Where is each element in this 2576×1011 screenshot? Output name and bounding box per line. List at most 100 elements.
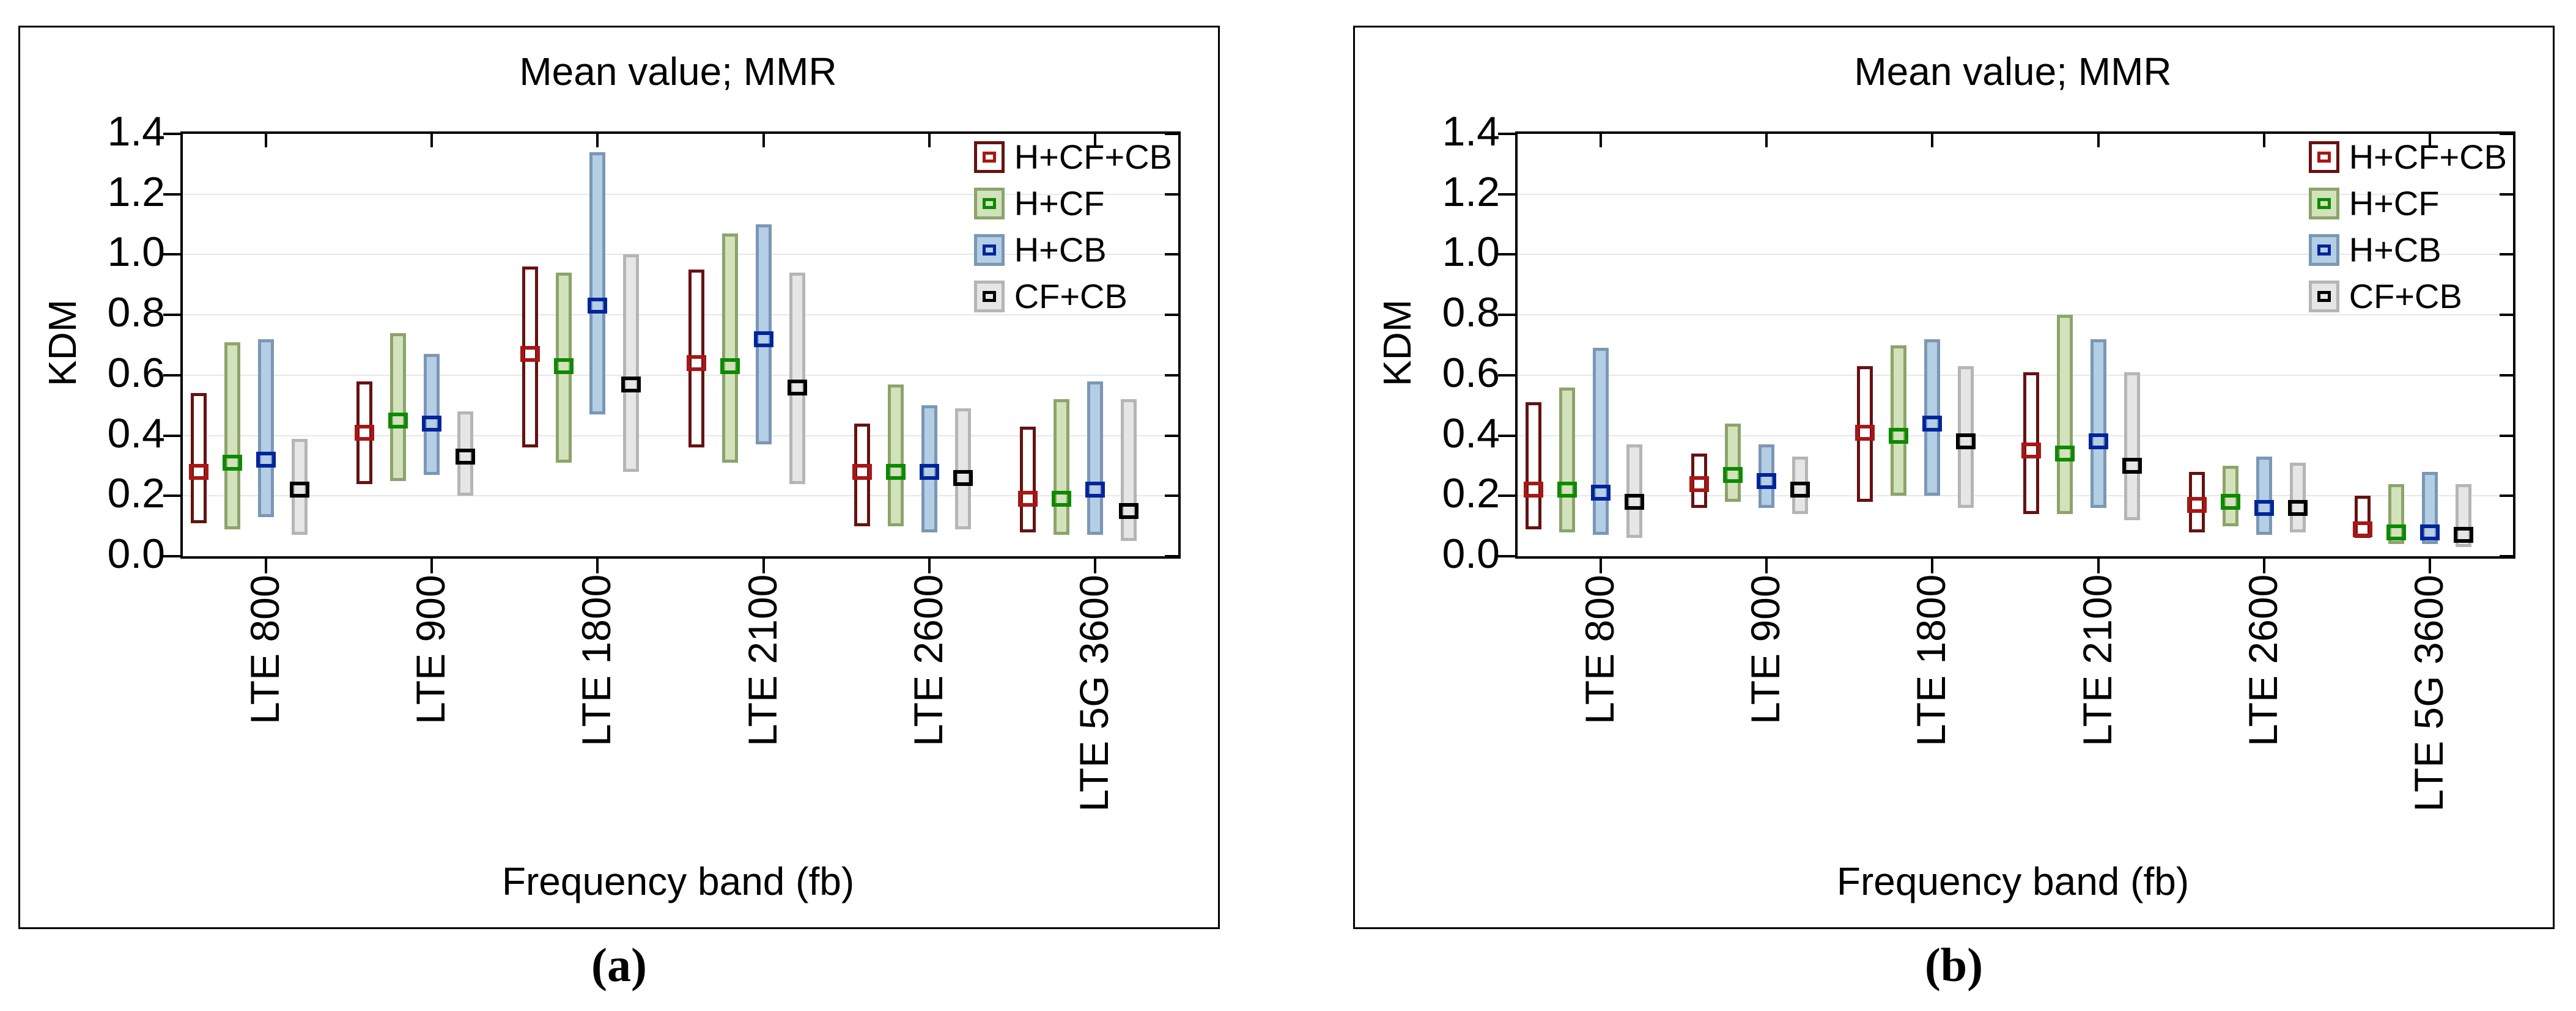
legend-swatch-icon — [973, 188, 1005, 219]
x-tick-label: LTE 800 — [1576, 575, 1622, 724]
mean-marker — [520, 346, 541, 362]
legend-label: H+CB — [1014, 230, 1107, 269]
mean-marker — [2054, 446, 2075, 462]
legend: H+CF+CB H+CF H+CB CF+CB — [2308, 139, 2507, 315]
x-tick-bottom — [1931, 556, 1934, 573]
range-bar — [2056, 315, 2073, 514]
mean-marker — [1956, 433, 1976, 450]
y-tick-right — [2500, 193, 2513, 196]
plot-area: H+CF+CB H+CF H+CB CF+CB — [163, 131, 1181, 573]
range-bar — [888, 384, 904, 526]
gridline — [183, 495, 1178, 497]
x-tick-label: LTE 2600 — [906, 575, 951, 747]
gridline — [183, 314, 1178, 316]
x-tick-bottom — [1599, 556, 1602, 573]
chart-title: Mean value; MMR — [519, 50, 837, 94]
range-bar — [424, 354, 440, 475]
mean-marker — [2254, 500, 2274, 517]
y-tick-left — [163, 494, 180, 498]
x-tick-label: LTE 5G 3600 — [2406, 575, 2452, 812]
x-tick-label: LTE 2100 — [2074, 575, 2120, 747]
x-tick-top — [1931, 134, 1934, 147]
legend-marker-icon — [982, 244, 996, 256]
x-tick-label: LTE 900 — [408, 575, 453, 724]
range-bar — [390, 333, 406, 481]
range-bar — [722, 233, 738, 463]
legend-item-h-cb: H+CB — [973, 230, 1172, 269]
mean-marker — [1689, 476, 1709, 492]
x-tick-bottom — [596, 556, 599, 573]
x-tick-top — [1094, 134, 1097, 147]
x-tick-top — [2097, 134, 2100, 147]
y-tick-left — [163, 193, 180, 196]
x-tick-top — [264, 134, 267, 147]
legend-marker-icon — [2317, 198, 2331, 209]
mean-marker — [2021, 443, 2041, 459]
mean-marker — [720, 358, 740, 375]
gridline — [1518, 314, 2513, 316]
y-tick-right — [2500, 555, 2513, 557]
x-tick-top — [1765, 134, 1768, 147]
y-tick-label: 1.4 — [1442, 108, 1500, 155]
mean-marker — [1624, 494, 1644, 510]
gridline — [1518, 193, 2513, 195]
mean-marker — [1085, 482, 1105, 498]
range-bar — [257, 339, 274, 517]
range-bar — [190, 393, 207, 523]
y-tick-label: 0.2 — [107, 470, 165, 517]
legend-item-cf-cb: CF+CB — [973, 278, 1172, 315]
range-bar — [623, 254, 640, 472]
y-tick-left — [163, 314, 180, 317]
range-bar — [1020, 426, 1036, 532]
gridline — [1518, 495, 2513, 497]
mean-marker — [886, 463, 906, 480]
legend-label: CF+CB — [2349, 277, 2462, 315]
gridline — [1518, 254, 2513, 256]
gridline — [1518, 435, 2513, 436]
y-tick-right — [1165, 133, 1178, 135]
legend-label: H+CF — [2349, 184, 2440, 222]
x-tick-bottom — [2263, 556, 2265, 573]
mean-marker — [2420, 524, 2440, 540]
y-tick-left — [1498, 133, 1515, 135]
caption-b: (b) — [1924, 938, 1984, 991]
y-tick-label: 1.4 — [107, 108, 165, 155]
y-tick-left — [163, 253, 180, 256]
mean-marker — [2454, 527, 2474, 543]
gridline — [183, 374, 1178, 376]
legend-swatch-icon — [973, 141, 1005, 173]
x-tick-label: LTE 800 — [242, 575, 287, 724]
x-tick-bottom — [1765, 556, 1768, 573]
y-tick-label: 0.6 — [1442, 349, 1500, 396]
y-tick-left — [163, 555, 180, 557]
range-bar — [224, 342, 240, 529]
y-tick-right — [1165, 494, 1178, 498]
legend-item-cf-cb: CF+CB — [2308, 277, 2507, 315]
y-tick-label: 0.6 — [107, 349, 165, 396]
plot-area: H+CF+CB H+CF H+CB CF+CB — [1498, 131, 2515, 573]
y-tick-left — [1498, 314, 1515, 317]
legend-swatch-icon — [2308, 141, 2339, 173]
mean-marker — [753, 331, 773, 347]
range-bar — [589, 152, 606, 415]
range-bar — [2124, 372, 2140, 520]
range-bar — [1725, 423, 1741, 502]
y-tick-label: 0.0 — [1442, 531, 1500, 577]
range-bar — [1525, 402, 1541, 529]
y-tick-right — [1165, 555, 1178, 557]
x-tick-bottom — [762, 556, 765, 573]
legend-label: H+CF — [1014, 184, 1105, 222]
mean-marker — [787, 379, 807, 395]
mean-marker — [1855, 424, 1875, 441]
mean-marker — [1889, 427, 1909, 444]
legend-swatch-icon — [2308, 281, 2339, 312]
mean-marker — [953, 469, 973, 486]
y-tick-left — [1498, 373, 1515, 377]
x-tick-bottom — [2429, 556, 2432, 573]
chart-panel-a: Mean value; MMR KDM H+CF+CB H+CF H+CB CF+CB 0.… — [18, 26, 1220, 929]
mean-marker — [1018, 491, 1038, 507]
gridline — [183, 193, 1178, 195]
mean-marker — [289, 482, 309, 498]
y-tick-left — [1498, 434, 1515, 437]
x-tick-label: LTE 1800 — [574, 575, 619, 747]
